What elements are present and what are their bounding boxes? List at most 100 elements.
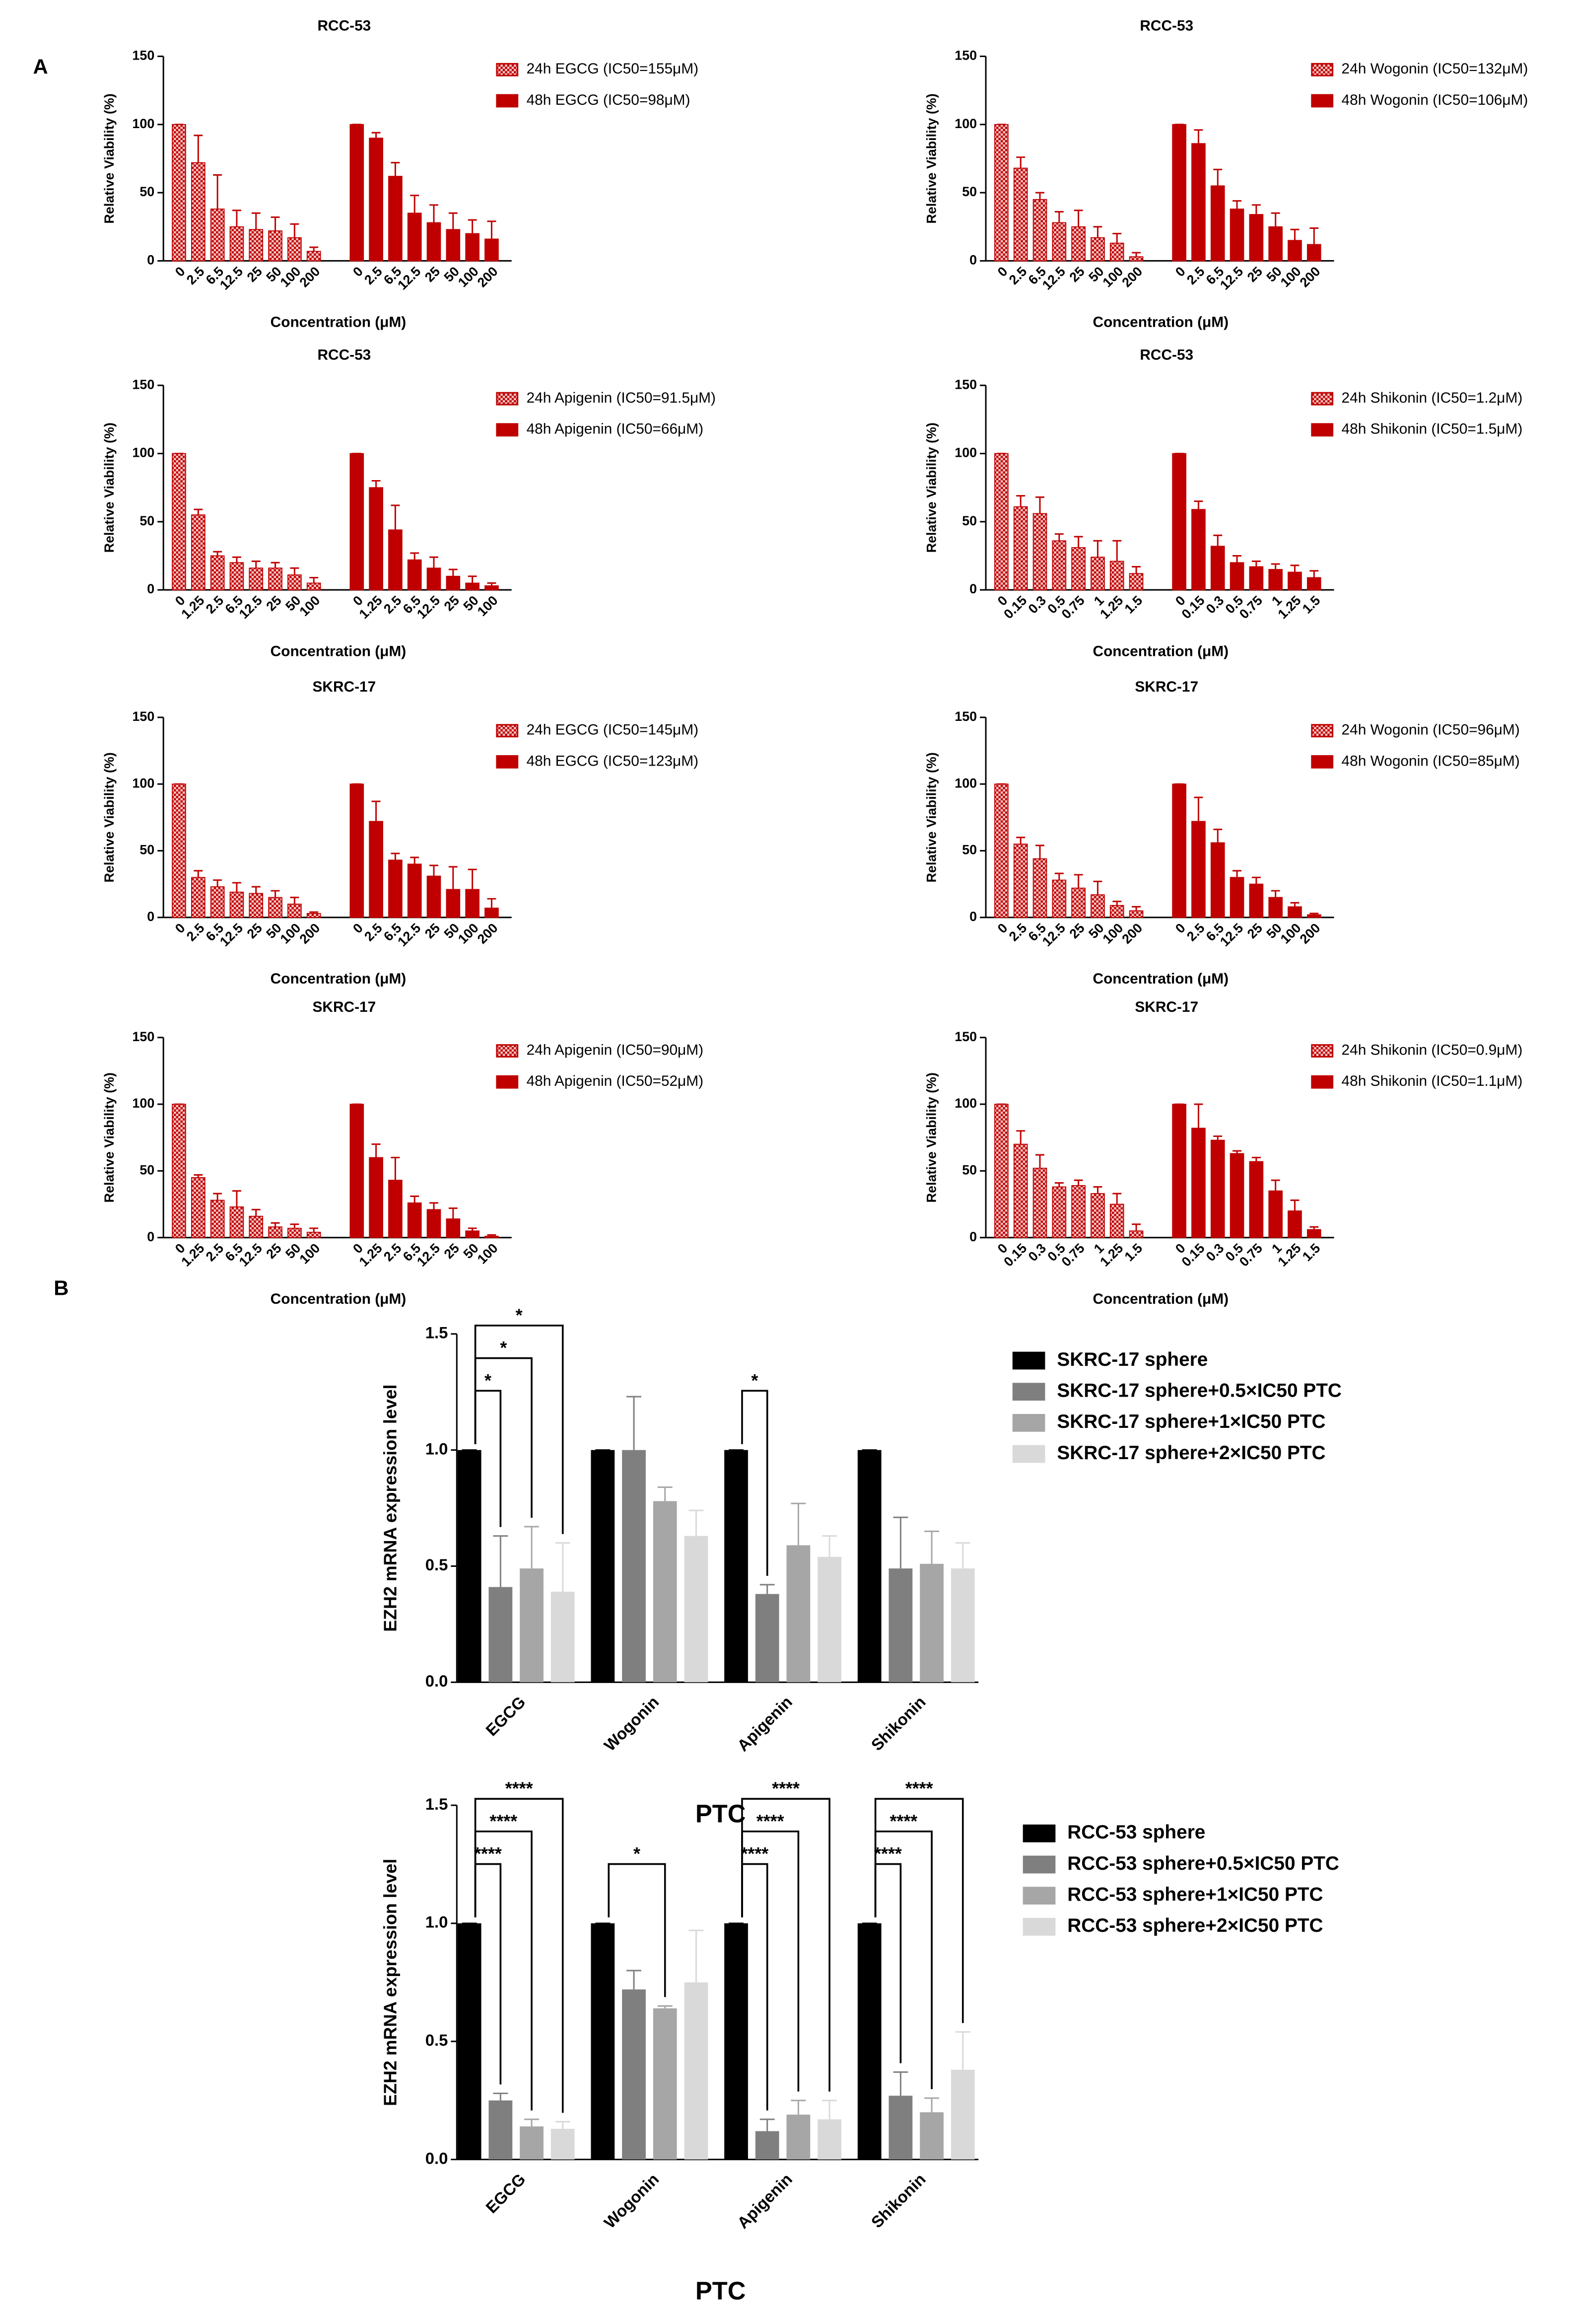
y-axis-label: Relative Viability (%) [102,93,117,223]
legend-label: 24h Wogonin (IC50=96μM) [1342,722,1520,738]
bar [1052,540,1067,591]
significance-bracket [874,1798,964,2023]
bar [268,897,282,918]
legend-label: 48h Shikonin (IC50=1.5μM) [1342,421,1523,437]
bar [1172,453,1186,591]
legend-label: SKRC-17 sphere+0.5×IC50 PTC [1057,1380,1342,1401]
bar [1210,546,1225,591]
x-tick-label: 12.5 [414,593,443,622]
bar [920,1563,944,1683]
legend-label: 48h EGCG (IC50=98μM) [527,92,690,108]
bar [920,2112,944,2160]
x-tick-label: 0.75 [1236,1241,1265,1269]
significance-bracket [741,1390,768,1576]
x-tick-label: 1.25 [356,593,385,622]
y-tick-label: 0.0 [425,2149,448,2167]
significance-label: **** [772,1779,800,1799]
bar [994,783,1009,918]
bar [388,176,403,262]
bar [1013,1143,1028,1238]
legend-label: 24h Apigenin (IC50=91.5μM) [527,390,716,406]
x-tick-label: 200 [1119,920,1145,947]
legend-swatch [1311,63,1334,76]
bar [465,1230,480,1238]
significance-label: * [751,1371,758,1391]
bar [724,1923,748,2160]
bar [1249,566,1264,591]
bar [369,821,383,918]
bar [268,567,282,591]
y-tick-label: 0 [147,909,154,924]
bar [1109,561,1124,591]
bar [388,1180,403,1238]
bar [249,1215,264,1238]
significance-bracket [608,1863,666,1997]
bar [191,1177,206,1238]
y-axis-label: Relative Viability (%) [102,752,117,882]
legend-swatch [1023,1918,1056,1936]
bar [484,908,499,918]
bar [724,1450,748,1683]
significance-bracket [474,1798,564,2113]
bar [684,1982,708,2160]
legend-swatch [496,724,519,738]
significance-label: **** [890,1811,917,1831]
bar [426,1209,441,1238]
x-axis-label: Concentration (μM) [1093,643,1229,659]
x-tick-label: 0.15 [1178,593,1207,622]
significance-bracket [474,1325,564,1534]
legend-label: 48h EGCG (IC50=123μM) [527,753,698,769]
bar [1288,906,1302,918]
significance-label: **** [505,1779,533,1799]
legend-swatch [1012,1414,1045,1432]
x-tick-label: 25 [244,920,265,941]
x-axis-label: Concentration (μM) [271,1291,407,1307]
x-tick-label: Apigenin [734,1692,796,1755]
x-tick-label: 1.5 [1122,1241,1146,1265]
bar [268,1226,282,1238]
bar [1129,910,1144,918]
bar [229,226,244,262]
x-tick-label: 25 [422,264,443,284]
x-tick-label: 1.25 [1275,1241,1304,1269]
bar [1268,897,1283,918]
x-tick-label: 1.5 [1300,1241,1323,1265]
bar [1249,883,1264,918]
x-tick-label: 200 [1119,264,1145,290]
legend-swatch [1311,755,1334,769]
x-tick-label: 25 [1066,264,1087,284]
bar [818,2119,841,2160]
y-tick-label: 150 [132,1029,154,1044]
bar [172,1104,186,1238]
y-tick-label: 1.5 [425,1795,448,1813]
bar [1268,1190,1283,1238]
bar [488,2100,513,2160]
y-tick-label: 0 [969,1229,977,1244]
y-tick-label: 150 [955,709,977,724]
bar [1071,1185,1086,1238]
y-tick-label: 1.0 [425,1439,448,1458]
legend-label: 48h Wogonin (IC50=106μM) [1342,92,1528,108]
chart-title: RCC-53 [1140,18,1193,34]
bar [1210,842,1225,918]
x-tick-label: 0.15 [1001,1241,1029,1269]
legend-label: RCC-53 sphere+0.5×IC50 PTC [1067,1853,1339,1874]
x-tick-label: 100 [475,593,501,619]
x-tick-label: 1.25 [178,593,207,622]
bar [1249,214,1264,262]
bar [1013,167,1028,262]
bar [1091,237,1105,262]
y-tick-label: 1.5 [425,1323,448,1341]
bar [191,877,206,918]
y-tick-label: 0.5 [425,1555,448,1574]
x-tick-label: 200 [475,264,501,290]
x-tick-label: 200 [1297,264,1323,290]
y-tick-label: 50 [139,184,154,199]
legend-swatch [496,94,519,108]
legend-swatch [496,1044,519,1058]
x-tick-label: 100 [475,1241,501,1267]
bar [369,138,383,262]
bar [1268,569,1283,591]
bar [1032,858,1047,918]
legend-label: 24h Apigenin (IC50=90μM) [527,1042,703,1058]
